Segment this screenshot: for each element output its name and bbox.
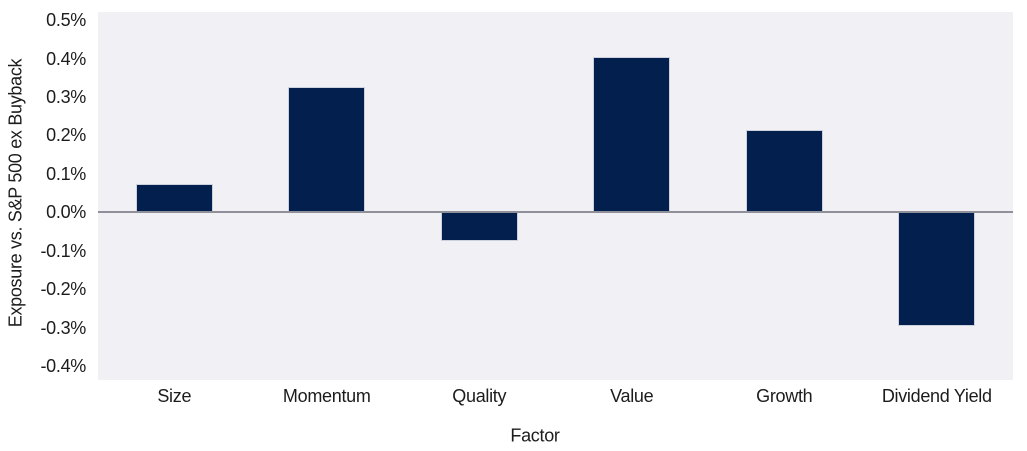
y-tick-label: -0.2% (40, 279, 86, 300)
y-tick-label: 0.2% (46, 125, 86, 146)
y-tick-label: -0.4% (40, 356, 86, 377)
bar-size (135, 183, 213, 213)
bar-quality (440, 212, 518, 242)
x-tick-label-momentum: Momentum (282, 386, 371, 406)
x-tick-label-growth: Growth (756, 386, 813, 406)
plot-background (98, 12, 1013, 380)
plot-area (98, 12, 1013, 380)
bar-dividend-yield (898, 212, 976, 326)
bar-value (593, 56, 671, 213)
x-tick-label-value: Value (610, 386, 654, 406)
bar-momentum (288, 87, 366, 213)
y-tick-label: -0.1% (40, 240, 86, 261)
zero-baseline (98, 211, 1013, 214)
y-tick-label: 0.3% (46, 86, 86, 107)
y-tick-label: 0.1% (46, 163, 86, 184)
y-tick-label: -0.3% (40, 317, 86, 338)
x-axis-title: Factor (510, 425, 560, 446)
y-tick-label: 0.0% (46, 202, 86, 223)
x-tick-label-size: Size (157, 386, 192, 406)
y-tick-label: 0.4% (46, 48, 86, 69)
bar-growth (745, 129, 823, 213)
x-tick-label-quality: Quality (452, 386, 507, 406)
y-tick-label: 0.5% (46, 10, 86, 31)
x-tick-label-dividend-yield: Dividend Yield (881, 386, 992, 406)
